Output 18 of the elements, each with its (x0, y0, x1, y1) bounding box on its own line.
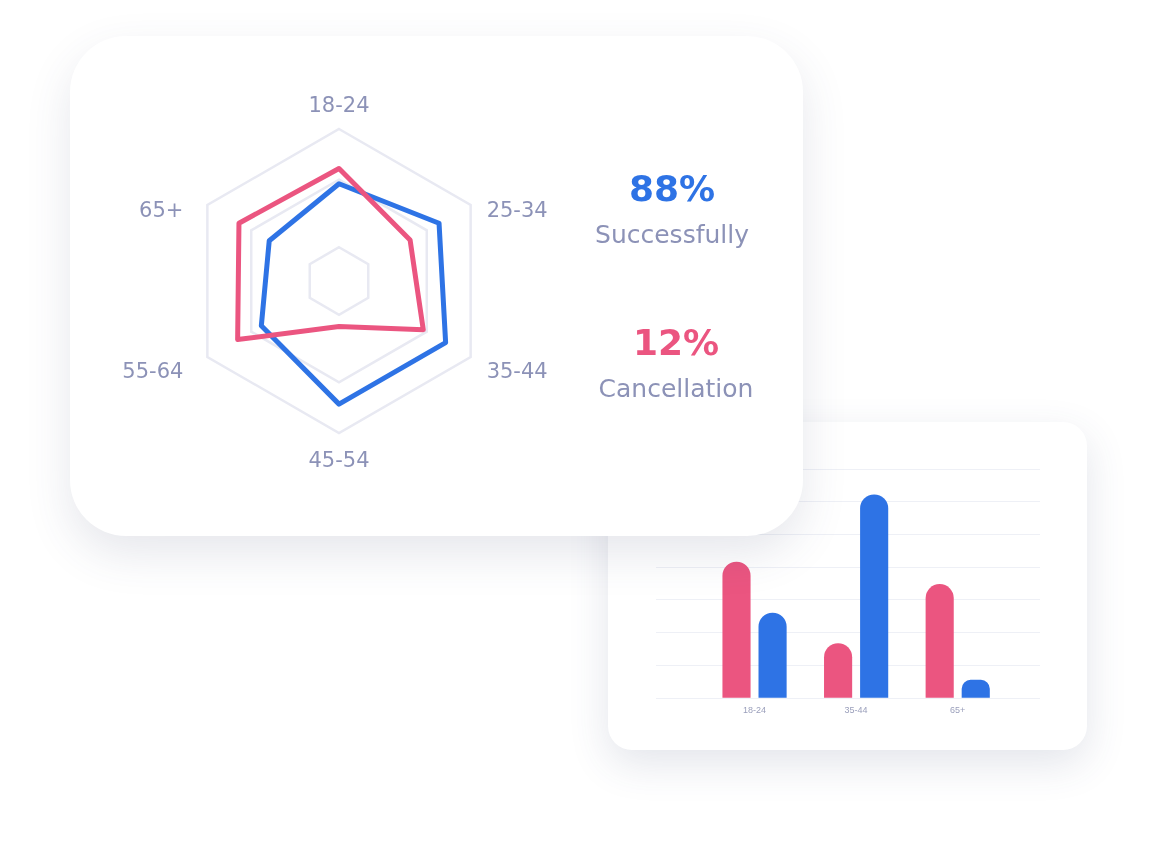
spoke-label: 55-64 (122, 359, 184, 384)
spoke-label: 35-44 (486, 359, 548, 384)
bar (860, 494, 889, 698)
spoke-label: 45-54 (308, 447, 370, 472)
bar (925, 584, 954, 698)
category-label: Successfully (594, 220, 750, 250)
spoke-label: 18-24 (308, 92, 370, 117)
bar (758, 612, 787, 698)
category-label: Cancellation (597, 374, 755, 404)
spoke-label: 65+ (139, 198, 184, 223)
bar (722, 561, 751, 698)
data-label: 88% (627, 168, 717, 209)
x-tick-label: 18-24 (743, 705, 767, 716)
x-tick-label: 65+ (950, 705, 966, 716)
data-label: 12% (631, 322, 721, 363)
spoke-label: 25-34 (486, 198, 548, 223)
bar (824, 643, 853, 698)
x-tick-label: 35-44 (844, 705, 868, 716)
